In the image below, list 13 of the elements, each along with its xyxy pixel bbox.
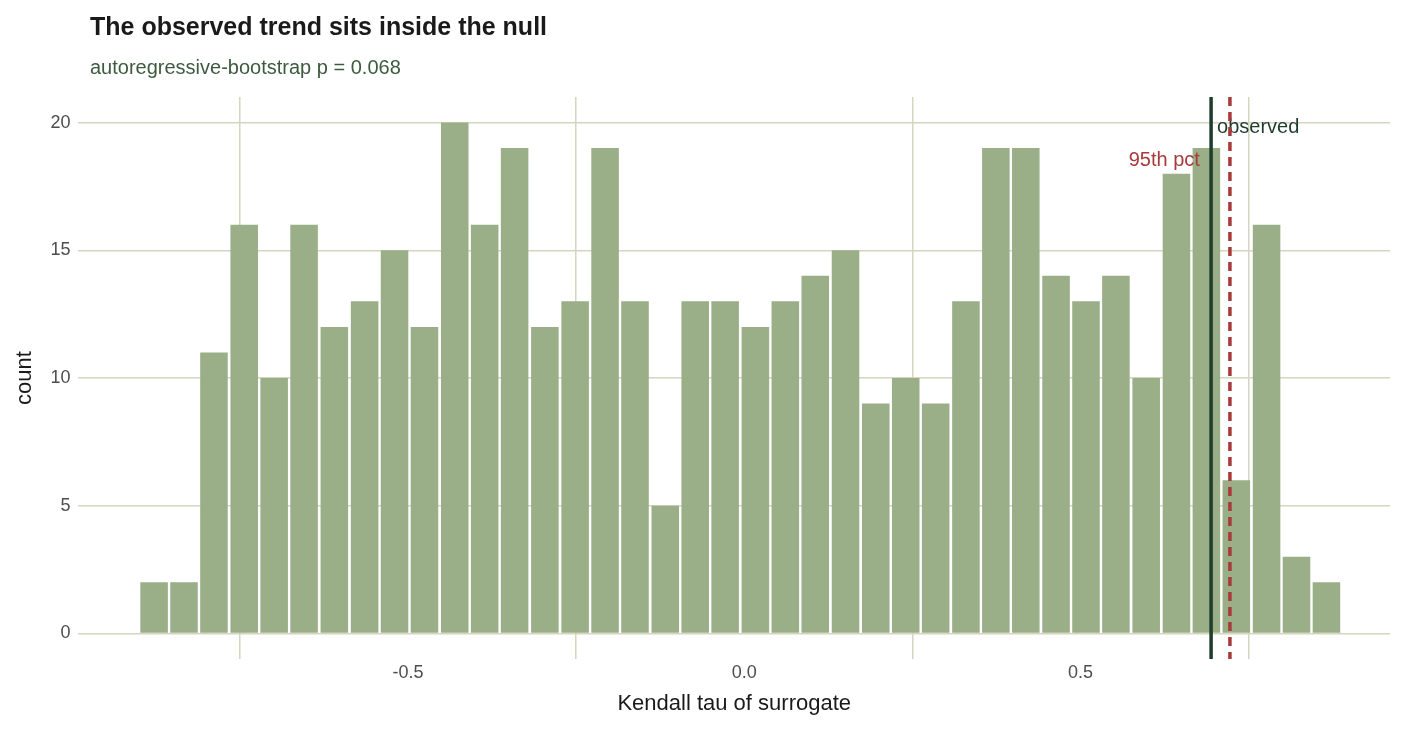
chart-subtitle: autoregressive-bootstrap p = 0.068: [90, 56, 401, 79]
x-axis-title: Kendall tau of surrogate: [617, 689, 852, 715]
y-tick-label: 15: [50, 239, 71, 260]
ref-line-label: observed: [1217, 114, 1300, 137]
y-axis-title: count: [11, 351, 37, 405]
x-tick-label: 0.5: [1068, 661, 1094, 682]
x-tick-label: -0.5: [392, 661, 424, 682]
y-tick-label: 20: [50, 111, 71, 132]
y-tick-label: 5: [60, 494, 71, 515]
chart-title: The observed trend sits inside the null: [90, 12, 548, 41]
y-tick-label: 0: [60, 622, 71, 643]
y-tick-label: 10: [50, 366, 71, 387]
x-tick-label: 0.0: [731, 661, 757, 682]
